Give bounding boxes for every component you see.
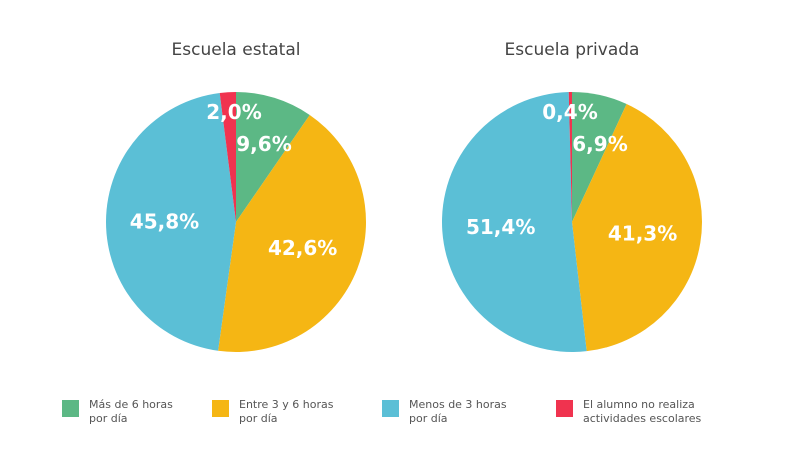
legend-label: actividades escolares xyxy=(583,412,702,425)
pie-slice xyxy=(572,104,702,352)
data-label: 42,6% xyxy=(268,236,337,260)
data-label: 9,6% xyxy=(236,132,291,156)
data-label: 41,3% xyxy=(608,221,677,245)
chart-title-estatal: Escuela estatal xyxy=(171,40,301,60)
data-label: 45,8% xyxy=(130,210,199,234)
legend-label: El alumno no realiza xyxy=(583,398,695,411)
pie-slice xyxy=(568,92,572,222)
legend-item-mas-6: Más de 6 horas por día xyxy=(62,398,209,426)
pie-slice xyxy=(442,92,587,353)
data-label: 0,4% xyxy=(542,100,597,124)
legend-swatch xyxy=(382,400,399,417)
legend-swatch xyxy=(212,400,229,417)
pie-slice xyxy=(219,92,236,222)
legend-label: Más de 6 horas xyxy=(89,398,173,411)
legend-label: Entre 3 y 6 horas xyxy=(239,398,334,411)
pie-slice xyxy=(572,92,627,222)
legend-item-menos-3: Menos de 3 horas por día xyxy=(382,398,529,426)
legend-item-no-realiza: El alumno no realiza actividades escolare… xyxy=(556,398,733,426)
legend-label: Menos de 3 horas xyxy=(409,398,507,411)
pie-charts: 9,6% 42,6% 45,8% 2,0% 6,9% 41,3% 51,4% 0,4% xyxy=(106,92,702,353)
legend-label: por día xyxy=(409,412,448,425)
chart-title-privada: Escuela privada xyxy=(504,40,640,60)
pie-slice xyxy=(218,114,366,353)
pie-slice xyxy=(106,93,236,351)
data-label: 2,0% xyxy=(206,100,261,124)
legend-item-3-6: Entre 3 y 6 horas por día xyxy=(212,398,359,426)
legend-swatch xyxy=(62,400,79,417)
pie-slice xyxy=(236,92,310,222)
legend-swatch xyxy=(556,400,573,417)
data-label: 6,9% xyxy=(572,132,627,156)
legend-label: por día xyxy=(239,412,278,425)
data-label: 51,4% xyxy=(466,215,535,239)
legend-label: por día xyxy=(89,412,128,425)
